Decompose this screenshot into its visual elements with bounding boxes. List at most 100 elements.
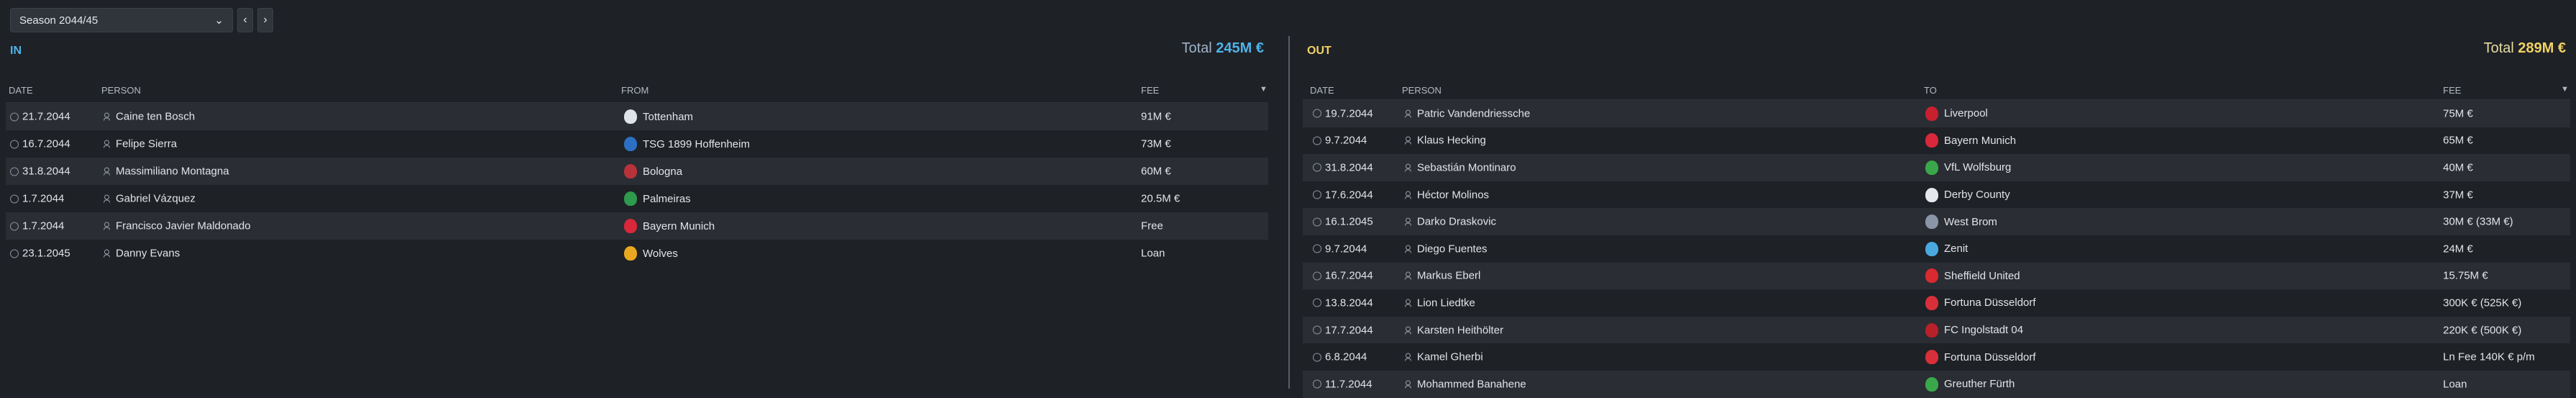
person-name[interactable]: Héctor Molinos [1417, 189, 1490, 202]
club-cell[interactable]: TSG 1899 Hoffenheim [624, 137, 750, 151]
person-cell[interactable]: Mohammed Banahene [1405, 378, 1526, 390]
person-name[interactable]: Gabriel Vázquez [116, 192, 196, 205]
person-cell[interactable]: Gabriel Vázquez [104, 193, 196, 205]
club-name[interactable]: VfL Wolfsburg [1944, 161, 2012, 174]
transfer-row[interactable]: 9.7.2044 Diego Fuentes Zenit 24M € [1303, 235, 2570, 263]
transfer-row[interactable]: 6.8.2044 Kamel Gherbi Fortuna Düsseldorf Ln… [1303, 343, 2570, 371]
club-name[interactable]: Derby County [1944, 189, 2010, 202]
club-cell[interactable]: Fortuna Düsseldorf [1925, 350, 2036, 365]
clock-icon [1313, 190, 1321, 199]
person-name[interactable]: Patric Vandendriessche [1417, 107, 1531, 120]
column-to[interactable]: TO [1924, 85, 1937, 96]
transfer-row[interactable]: 16.1.2045 Darko Draskovic West Brom 30M € (… [1303, 208, 2570, 235]
person-cell[interactable]: Caine ten Bosch [104, 111, 195, 123]
transfer-row[interactable]: 19.7.2044 Patric Vandendriessche Liverpool… [1303, 100, 2570, 127]
club-cell[interactable]: Zenit [1925, 241, 1968, 256]
person-cell[interactable]: Héctor Molinos [1405, 189, 1489, 201]
club-cell[interactable]: Wolves [624, 246, 678, 261]
column-fee[interactable]: FEE [2443, 85, 2462, 96]
person-name[interactable]: Klaus Hecking [1417, 134, 1486, 147]
person-cell[interactable]: Francisco Javier Maldonado [104, 220, 251, 232]
person-name[interactable]: Mohammed Banahene [1417, 378, 1526, 391]
person-name[interactable]: Danny Evans [116, 247, 180, 260]
person-cell[interactable]: Lion Liedtke [1405, 297, 1475, 309]
transfer-row[interactable]: 17.7.2044 Karsten Heithölter FC Ingolstadt… [1303, 316, 2570, 344]
person-cell[interactable]: Danny Evans [104, 248, 180, 260]
club-cell[interactable]: Fortuna Düsseldorf [1925, 295, 2036, 310]
club-name[interactable]: Tottenham [643, 110, 694, 123]
club-name[interactable]: Wolves [643, 247, 678, 260]
club-name[interactable]: Fortuna Düsseldorf [1944, 350, 2036, 363]
column-fee[interactable]: FEE [1141, 85, 1160, 96]
club-cell[interactable]: Bayern Munich [624, 219, 715, 233]
club-cell[interactable]: Greuther Fürth [1925, 376, 2015, 392]
transfer-row[interactable]: 31.8.2044 Sebastián Montinaro VfL Wolfsbur… [1303, 154, 2570, 181]
person-cell[interactable]: Karsten Heithölter [1405, 324, 1503, 336]
next-season-button[interactable]: › [257, 8, 273, 32]
sort-desc-icon[interactable]: ▼ [1260, 85, 1268, 94]
person-name[interactable]: Francisco Javier Maldonado [116, 220, 251, 232]
club-cell[interactable]: West Brom [1925, 214, 1997, 230]
club-cell[interactable]: Tottenham [624, 109, 693, 124]
club-name[interactable]: Bayern Munich [643, 220, 715, 232]
column-person[interactable]: PERSON [1402, 85, 1441, 96]
club-name[interactable]: West Brom [1944, 215, 1997, 228]
transfer-row[interactable]: 23.1.2045 Danny Evans Wolves Loan [6, 240, 1268, 267]
column-from[interactable]: FROM [621, 85, 649, 96]
person-cell[interactable]: Kamel Gherbi [1405, 351, 1483, 363]
column-date[interactable]: DATE [9, 85, 33, 96]
date-cell: 16.1.2045 [1313, 216, 1373, 228]
person-name[interactable]: Lion Liedtke [1417, 297, 1475, 309]
person-cell[interactable]: Klaus Hecking [1405, 135, 1486, 147]
transfer-row[interactable]: 21.7.2044 Caine ten Bosch Tottenham 91M € [6, 103, 1268, 130]
person-name[interactable]: Diego Fuentes [1417, 243, 1488, 255]
column-date[interactable]: DATE [1310, 85, 1334, 96]
person-cell[interactable]: Sebastián Montinaro [1405, 161, 1516, 173]
person-cell[interactable]: Darko Draskovic [1405, 216, 1496, 228]
club-cell[interactable]: Bologna [624, 164, 682, 178]
transfer-row[interactable]: 11.7.2044 Mohammed Banahene Greuther Fürth… [1303, 370, 2570, 398]
person-name[interactable]: Kamel Gherbi [1417, 350, 1483, 363]
club-name[interactable]: FC Ingolstadt 04 [1944, 324, 2024, 337]
club-cell[interactable]: Bayern Munich [1925, 133, 2016, 148]
club-name[interactable]: Bologna [643, 165, 683, 178]
club-cell[interactable]: Derby County [1925, 187, 2010, 202]
person-name[interactable]: Caine ten Bosch [116, 110, 196, 123]
person-cell[interactable]: Markus Eberl [1405, 270, 1480, 282]
column-person[interactable]: PERSON [101, 85, 141, 96]
club-name[interactable]: Greuther Fürth [1944, 378, 2015, 391]
season-dropdown[interactable]: Season 2044/45 ⌄ [10, 8, 233, 32]
club-name[interactable]: Fortuna Düsseldorf [1944, 297, 2036, 309]
person-name[interactable]: Darko Draskovic [1417, 215, 1497, 228]
person-cell[interactable]: Patric Vandendriessche [1405, 107, 1530, 119]
person-cell[interactable]: Massimiliano Montagna [104, 166, 229, 178]
person-cell[interactable]: Felipe Sierra [104, 138, 177, 150]
club-cell[interactable]: FC Ingolstadt 04 [1925, 322, 2024, 338]
transfer-row[interactable]: 9.7.2044 Klaus Hecking Bayern Munich 65M € [1303, 127, 2570, 155]
person-name[interactable]: Karsten Heithölter [1417, 324, 1504, 337]
person-name[interactable]: Felipe Sierra [116, 137, 178, 150]
club-cell[interactable]: Palmeiras [624, 191, 691, 206]
club-cell[interactable]: VfL Wolfsburg [1925, 160, 2011, 175]
sort-desc-icon[interactable]: ▼ [2561, 85, 2569, 94]
club-name[interactable]: Zenit [1944, 243, 1968, 255]
club-name[interactable]: TSG 1899 Hoffenheim [643, 137, 750, 150]
club-name[interactable]: Bayern Munich [1944, 134, 2017, 147]
transfer-row[interactable]: 1.7.2044 Gabriel Vázquez Palmeiras 20.5M € [6, 185, 1268, 212]
person-name[interactable]: Markus Eberl [1417, 269, 1481, 282]
person-cell[interactable]: Diego Fuentes [1405, 243, 1488, 255]
transfer-row[interactable]: 16.7.2044 Markus Eberl Sheffield United 15.… [1303, 262, 2570, 290]
club-cell[interactable]: Sheffield United [1925, 268, 2020, 284]
person-name[interactable]: Massimiliano Montagna [116, 165, 229, 178]
transfer-row[interactable]: 13.8.2044 Lion Liedtke Fortuna Düsseldorf 3… [1303, 289, 2570, 317]
transfer-row[interactable]: 17.6.2044 Héctor Molinos Derby County 37M € [1303, 181, 2570, 209]
previous-season-button[interactable]: ‹ [237, 8, 253, 32]
transfer-row[interactable]: 31.8.2044 Massimiliano Montagna Bologna 60M… [6, 158, 1268, 185]
transfer-row[interactable]: 16.7.2044 Felipe Sierra TSG 1899 Hoffenhei… [6, 130, 1268, 158]
club-name[interactable]: Palmeiras [643, 192, 691, 205]
person-name[interactable]: Sebastián Montinaro [1417, 161, 1516, 174]
club-name[interactable]: Liverpool [1944, 107, 1988, 120]
club-name[interactable]: Sheffield United [1944, 269, 2020, 282]
transfer-row[interactable]: 1.7.2044 Francisco Javier Maldonado Bayern… [6, 212, 1268, 240]
club-cell[interactable]: Liverpool [1925, 106, 1988, 121]
